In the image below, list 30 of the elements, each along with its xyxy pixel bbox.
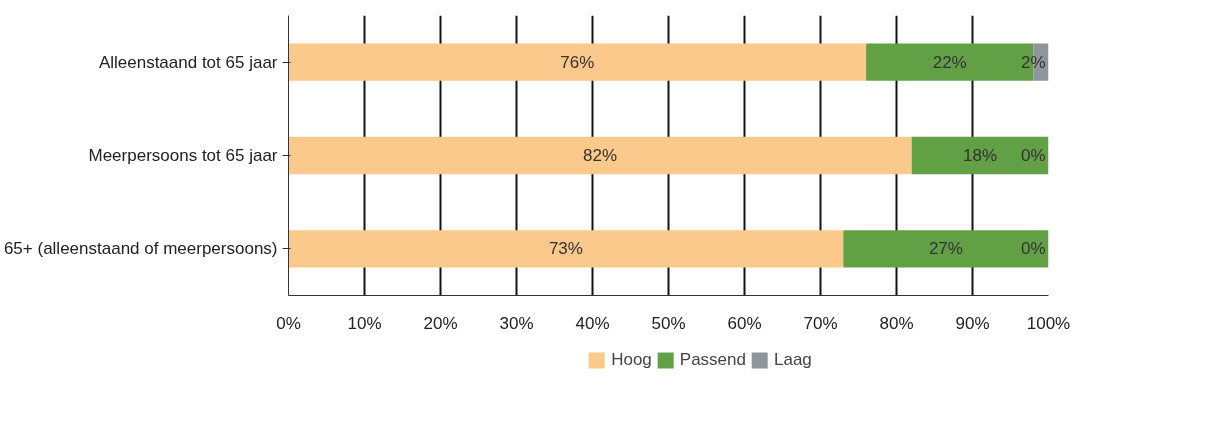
data-label: 0% <box>1020 146 1046 165</box>
data-label: 27% <box>928 239 963 259</box>
x-tick-label: 90% <box>955 313 990 333</box>
x-tick-label: 60% <box>727 313 762 333</box>
legend-label: Hoog <box>611 350 652 370</box>
data-label: 76% <box>560 52 595 72</box>
x-tick-label: 80% <box>879 313 914 333</box>
x-tick-label: 40% <box>575 313 610 333</box>
bar <box>911 136 1049 175</box>
bar <box>288 230 844 268</box>
data-label: 0% <box>1020 239 1046 259</box>
data-label: 82% <box>583 146 618 165</box>
y-tick-label: Alleenstaand tot 65 jaar <box>98 52 278 72</box>
bar <box>288 43 867 81</box>
legend-label: Passend <box>679 350 746 370</box>
y-tick-label: Meerpersoons tot 65 jaar <box>88 146 278 165</box>
data-label: 73% <box>548 239 583 259</box>
data-label: 22% <box>932 52 967 72</box>
x-tick-label: 70% <box>803 313 838 333</box>
bar <box>288 136 912 175</box>
x-tick-label: 30% <box>499 313 534 333</box>
y-tick-label: 65+ (alleenstaand of meerpersoons) <box>3 239 278 259</box>
legend-label: Laag <box>773 350 812 370</box>
x-tick-label: 10% <box>347 313 382 333</box>
x-tick-label: 20% <box>423 313 458 333</box>
bar <box>843 230 1049 268</box>
data-label: 18% <box>963 146 998 165</box>
x-tick-label: 100% <box>1026 313 1071 333</box>
x-tick-label: 0% <box>276 313 301 333</box>
x-tick-label: 50% <box>651 313 686 333</box>
